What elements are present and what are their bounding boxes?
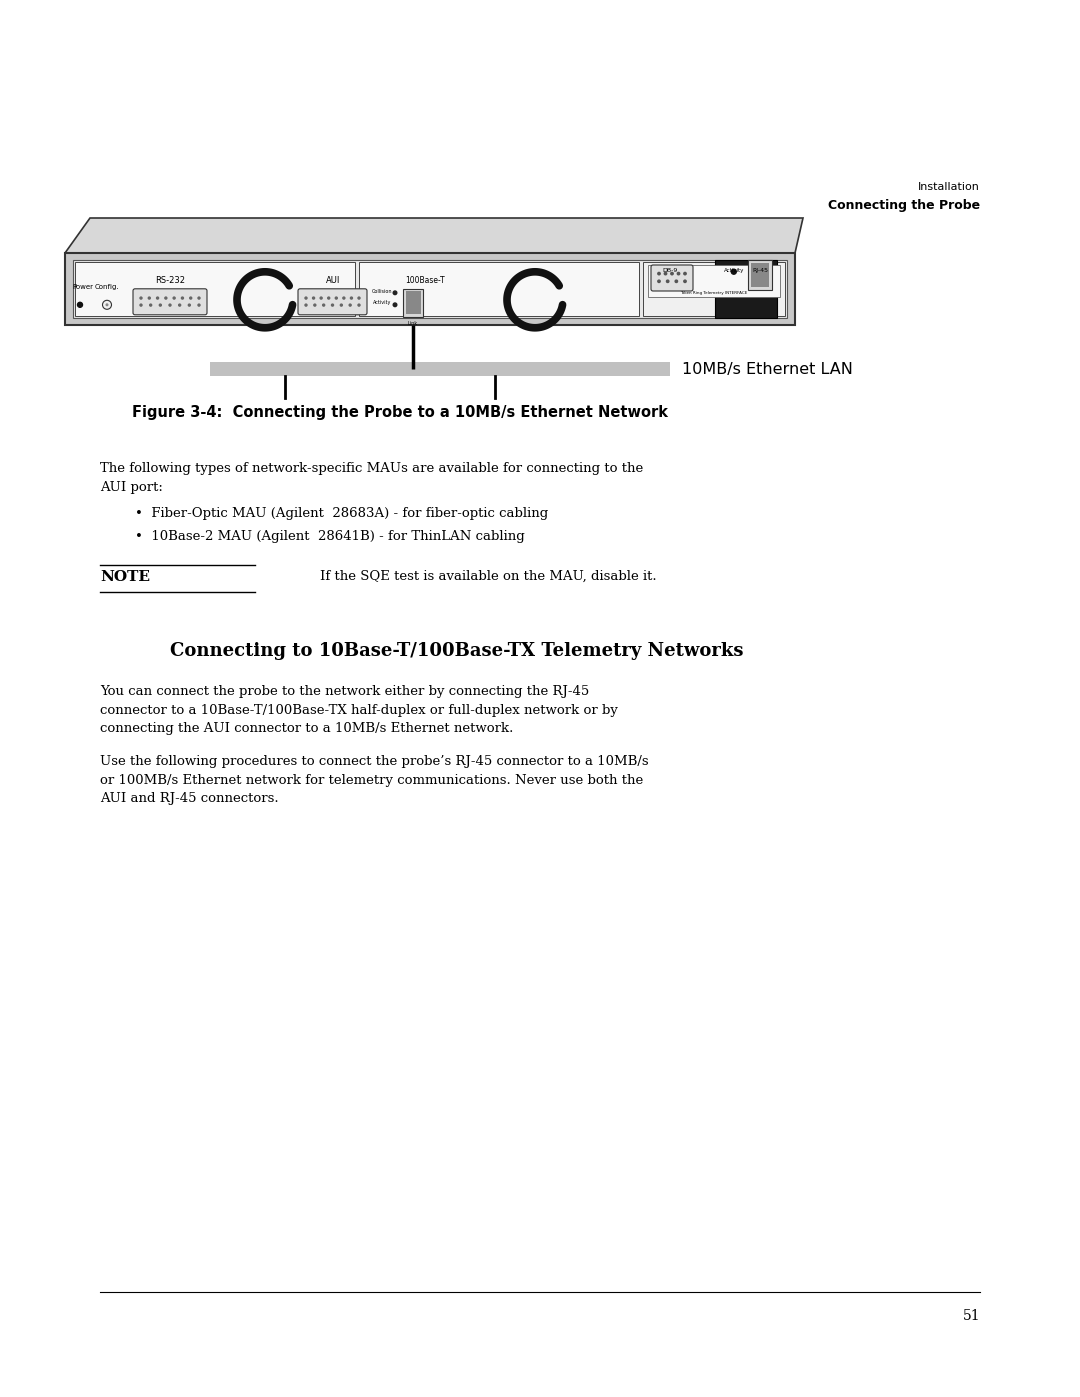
Bar	[715, 260, 777, 319]
Circle shape	[327, 298, 329, 299]
Bar	[648, 264, 780, 298]
Circle shape	[198, 298, 200, 299]
Text: Power: Power	[72, 284, 94, 289]
Circle shape	[335, 298, 337, 299]
Circle shape	[150, 305, 151, 306]
Circle shape	[320, 298, 322, 299]
Circle shape	[357, 305, 360, 306]
Bar	[359, 263, 639, 316]
Circle shape	[305, 305, 307, 306]
Text: 100Base-T: 100Base-T	[405, 275, 445, 285]
Text: Figure 3-4:  Connecting the Probe to a 10MB/s Ethernet Network: Figure 3-4: Connecting the Probe to a 10…	[132, 405, 669, 420]
Circle shape	[103, 300, 111, 309]
Circle shape	[671, 272, 673, 275]
Circle shape	[173, 298, 175, 299]
FancyBboxPatch shape	[133, 289, 207, 314]
Circle shape	[181, 298, 184, 299]
Circle shape	[140, 305, 141, 306]
Text: Activity: Activity	[724, 268, 744, 272]
Circle shape	[658, 272, 660, 275]
Bar	[643, 263, 785, 316]
Circle shape	[675, 281, 677, 282]
Circle shape	[190, 298, 192, 299]
Text: You can connect the probe to the network either by connecting the RJ-45
connecto: You can connect the probe to the network…	[100, 685, 618, 735]
Circle shape	[350, 298, 352, 299]
Circle shape	[160, 305, 161, 306]
Text: 51: 51	[962, 1309, 980, 1323]
Text: 10MB/s Ethernet LAN: 10MB/s Ethernet LAN	[681, 362, 853, 377]
Circle shape	[178, 305, 180, 306]
Circle shape	[664, 272, 666, 275]
Bar	[751, 263, 769, 286]
Circle shape	[684, 272, 686, 275]
Bar	[73, 260, 787, 319]
Circle shape	[165, 298, 166, 299]
Circle shape	[198, 305, 200, 306]
Bar	[65, 253, 795, 326]
Circle shape	[323, 305, 325, 306]
Circle shape	[731, 270, 737, 274]
Bar	[210, 362, 670, 376]
Text: Config.: Config.	[95, 284, 119, 289]
Circle shape	[658, 281, 660, 282]
Bar	[748, 260, 772, 291]
Text: •  10Base-2 MAU (Agilent  28641B) - for ThinLAN cabling: • 10Base-2 MAU (Agilent 28641B) - for Th…	[135, 529, 525, 543]
Circle shape	[393, 303, 396, 306]
Circle shape	[140, 298, 141, 299]
Circle shape	[357, 298, 360, 299]
Bar	[75, 263, 355, 316]
Circle shape	[305, 298, 307, 299]
FancyBboxPatch shape	[651, 265, 693, 291]
Text: Connecting the Probe: Connecting the Probe	[828, 198, 980, 212]
Circle shape	[342, 298, 345, 299]
Circle shape	[312, 298, 314, 299]
Polygon shape	[65, 218, 804, 253]
Text: AUI: AUI	[326, 275, 340, 285]
Circle shape	[188, 305, 190, 306]
Text: •  Fiber-Optic MAU (Agilent  28683A) - for fiber-optic cabling: • Fiber-Optic MAU (Agilent 28683A) - for…	[135, 507, 549, 520]
Text: Token Ring Telemetry INTERFACE: Token Ring Telemetry INTERFACE	[680, 291, 747, 295]
Bar	[405, 292, 420, 314]
Text: Collision: Collision	[372, 289, 392, 295]
Circle shape	[666, 281, 669, 282]
Circle shape	[314, 305, 315, 306]
Circle shape	[148, 298, 150, 299]
Text: RJ-45: RJ-45	[752, 268, 768, 272]
Circle shape	[677, 272, 679, 275]
Circle shape	[340, 305, 342, 306]
Text: Activity: Activity	[373, 300, 391, 306]
Text: If the SQE test is available on the MAU, disable it.: If the SQE test is available on the MAU,…	[320, 570, 657, 583]
Text: DB-9: DB-9	[662, 268, 677, 272]
Bar	[403, 289, 423, 317]
Circle shape	[157, 298, 159, 299]
FancyBboxPatch shape	[298, 289, 367, 314]
Circle shape	[332, 305, 334, 306]
Text: Connecting to 10Base-T/100Base-TX Telemetry Networks: Connecting to 10Base-T/100Base-TX Teleme…	[170, 643, 743, 659]
Circle shape	[684, 281, 686, 282]
Text: NOTE: NOTE	[100, 570, 150, 584]
Circle shape	[349, 305, 351, 306]
Text: Use the following procedures to connect the probe’s RJ-45 connector to a 10MB/s
: Use the following procedures to connect …	[100, 754, 649, 805]
Text: RS-232: RS-232	[156, 275, 185, 285]
Circle shape	[168, 305, 171, 306]
Circle shape	[393, 291, 396, 295]
Text: Installation: Installation	[918, 182, 980, 191]
Circle shape	[106, 303, 108, 306]
Circle shape	[78, 302, 82, 307]
Text: The following types of network-specific MAUs are available for connecting to the: The following types of network-specific …	[100, 462, 644, 493]
Text: Link: Link	[408, 321, 418, 326]
